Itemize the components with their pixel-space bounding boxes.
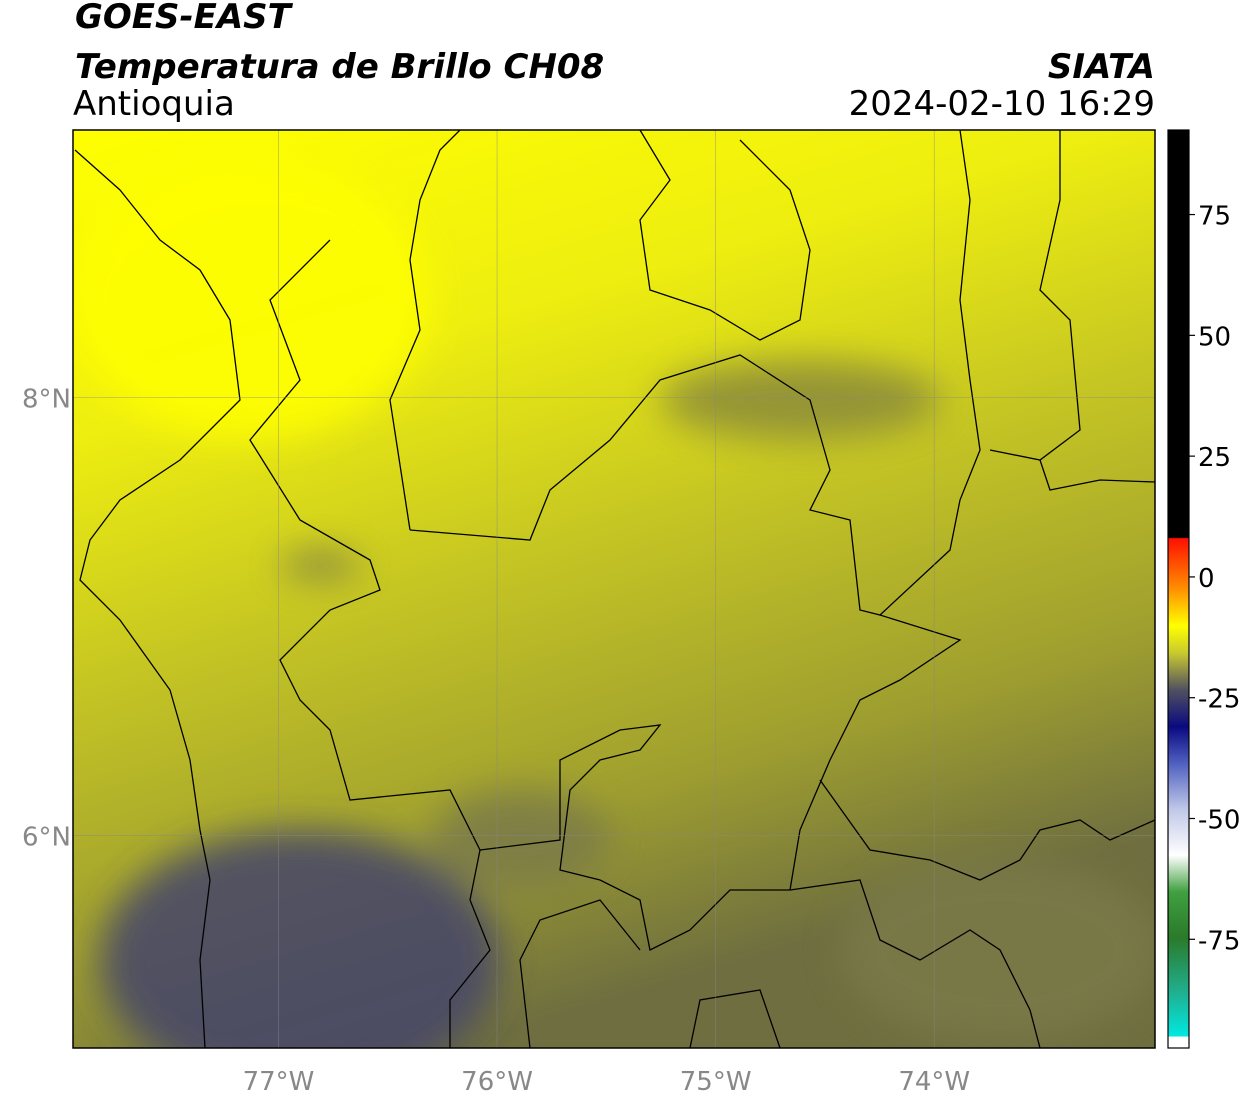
colorbar-tick-label: -75 <box>1198 926 1240 956</box>
x-tick-label: 76°W <box>461 1067 533 1097</box>
colorbar-tick-label: 25 <box>1198 443 1231 473</box>
colorbar <box>1167 129 1190 1049</box>
x-tick-label: 77°W <box>243 1067 315 1097</box>
colorbar-tick-label: -50 <box>1198 806 1240 836</box>
subtitle: Temperatura de Brillo CH08 <box>75 47 604 87</box>
colorbar-tick-label: 50 <box>1198 322 1231 352</box>
colorbar-tick-label: -25 <box>1198 685 1240 715</box>
datetime: 2024-02-10 16:29 <box>849 84 1155 124</box>
map-frame <box>72 129 1156 1049</box>
x-tick-label: 74°W <box>898 1067 970 1097</box>
map-image <box>73 130 1155 1048</box>
colorbar-tick-label: 75 <box>1198 202 1231 232</box>
grid <box>73 130 1155 1048</box>
source: SIATA <box>1048 47 1155 87</box>
y-tick-label: 6°N <box>22 822 71 852</box>
x-tick-label: 75°W <box>680 1067 752 1097</box>
colorbar-tick-label: 0 <box>1198 564 1215 594</box>
y-tick-label: 8°N <box>22 384 71 414</box>
title: GOES-EAST <box>75 0 294 37</box>
region: Antioquia <box>73 84 235 124</box>
